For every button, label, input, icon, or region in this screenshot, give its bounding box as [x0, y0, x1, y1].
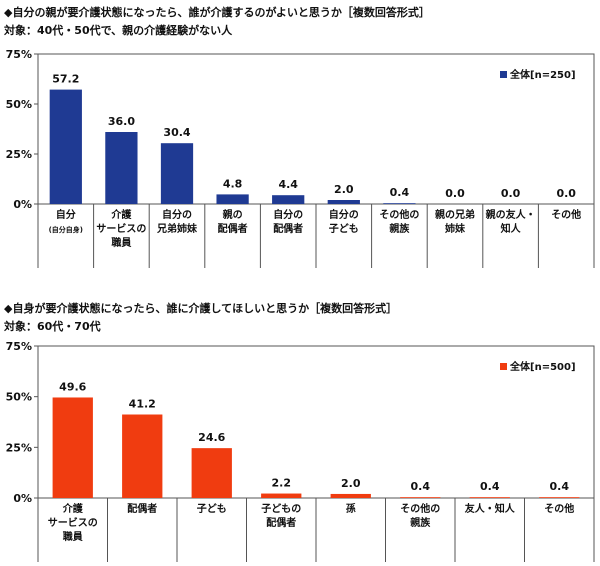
- chart1-category-label: 介護: [110, 208, 132, 221]
- chart1-ytick-label: 25%: [6, 148, 32, 161]
- chart1-category-label: 自分の: [273, 208, 303, 221]
- chart1-category-label: 親の: [223, 208, 243, 221]
- chart1-category-label: 姉妹: [445, 222, 466, 235]
- chart2-bar: [400, 497, 441, 498]
- chart2-category-label: 介護: [62, 502, 84, 515]
- chart2-category-label: 友人・知人: [465, 502, 516, 515]
- chart2-title: ◆自身が要介護状態になったら、誰に介護してほしいと思うか［複数回答形式］: [4, 302, 398, 315]
- chart1-category-label: 職員: [111, 236, 131, 249]
- chart1-category-label: 配偶者: [273, 222, 303, 235]
- chart2-category-label: 子どもの: [261, 502, 301, 515]
- chart2-category-label: 孫: [346, 502, 356, 515]
- chart1-bar: [272, 195, 305, 204]
- chart1-value-label: 57.2: [52, 73, 79, 86]
- chart2-category-label: その他の: [400, 502, 440, 515]
- chart1-bar: [383, 203, 416, 204]
- chart2-category-label: 親族: [410, 516, 431, 529]
- chart1-value-label: 0.0: [445, 187, 465, 200]
- chart2-ytick-label: 75%: [6, 340, 32, 353]
- chart1-category-label: 親の兄弟: [435, 208, 475, 221]
- chart2-ytick-label: 50%: [6, 391, 32, 404]
- chart2-value-label: 0.4: [480, 480, 500, 493]
- chart1-category-label: その他: [551, 208, 581, 221]
- chart1-category-label: サービスの: [96, 222, 146, 235]
- chart1-category-label: 兄弟姉妹: [156, 222, 198, 235]
- chart1-category-label: 親の友人・: [486, 208, 536, 221]
- chart1-bar: [327, 200, 360, 204]
- chart1-category-label: その他の: [379, 208, 419, 221]
- chart1-value-label: 4.8: [223, 177, 243, 190]
- chart2-category-label: 配偶者: [127, 502, 157, 515]
- chart1-title: ◆自分の親が要介護状態になったら、誰が介護するのがよいと思うか［複数回答形式］: [4, 6, 430, 19]
- chart2-value-label: 0.4: [550, 480, 570, 493]
- chart1-value-label: 30.4: [163, 126, 190, 139]
- chart2-ytick-label: 25%: [6, 441, 32, 454]
- chart2-value-label: 41.2: [129, 398, 156, 411]
- chart2-subtitle: 対象：60代・70代: [4, 320, 101, 333]
- chart1-category-label: 親族: [389, 222, 410, 235]
- chart2-value-label: 2.2: [272, 477, 292, 490]
- chart2-value-label: 0.4: [411, 480, 431, 493]
- chart1-legend-label: 全体[n=250]: [509, 68, 576, 81]
- chart1-bar: [216, 194, 249, 204]
- chart1-subtitle: 対象：40代・50代で、親の介護経験がない人: [4, 24, 233, 37]
- chart1-category-label: 子ども: [329, 222, 359, 235]
- chart2-bar: [469, 497, 510, 498]
- chart1-value-label: 36.0: [108, 115, 135, 128]
- chart1-category-label: 知人: [500, 222, 522, 235]
- chart1-legend-swatch: [500, 71, 507, 78]
- chart1-ytick-label: 50%: [6, 98, 32, 111]
- chart2-category-label: 子ども: [197, 502, 227, 515]
- chart2-bar: [539, 497, 580, 498]
- chart1-ytick-label: 0%: [13, 198, 32, 211]
- chart1-category-label: 自分の: [329, 208, 359, 221]
- chart2-category-label: 配偶者: [266, 516, 296, 529]
- chart1-category-label: 自分の: [162, 208, 192, 221]
- chart1-bar: [105, 132, 138, 204]
- chart2-category-label: その他: [544, 502, 574, 515]
- chart2-category-label: サービスの: [48, 516, 98, 529]
- chart2-bar: [261, 493, 302, 498]
- chart1-bar: [49, 89, 82, 204]
- chart1-value-label: 0.0: [556, 187, 576, 200]
- chart2-value-label: 24.6: [198, 431, 225, 444]
- chart2-bar: [52, 397, 93, 498]
- chart1-category-label: 配偶者: [218, 222, 248, 235]
- chart2-category-label: 職員: [63, 530, 83, 543]
- chart2-legend-swatch: [500, 363, 507, 370]
- chart2-legend-label: 全体[n=500]: [509, 360, 576, 373]
- chart1-value-label: 0.4: [390, 186, 410, 199]
- chart2-bar: [191, 448, 232, 498]
- chart1-value-label: 2.0: [334, 183, 354, 196]
- chart1-category-label: (自分自身): [49, 225, 83, 234]
- chart1-ytick-label: 75%: [6, 48, 32, 61]
- chart1-value-label: 4.4: [278, 178, 298, 191]
- chart2-bar: [330, 493, 371, 498]
- chart2-ytick-label: 0%: [13, 492, 32, 505]
- chart1-value-label: 0.0: [501, 187, 521, 200]
- chart1-bar: [160, 143, 194, 204]
- chart1-category-label: 自分: [56, 208, 76, 221]
- chart2-value-label: 49.6: [59, 380, 86, 393]
- chart2-bar: [122, 414, 163, 498]
- chart2-value-label: 2.0: [341, 477, 361, 490]
